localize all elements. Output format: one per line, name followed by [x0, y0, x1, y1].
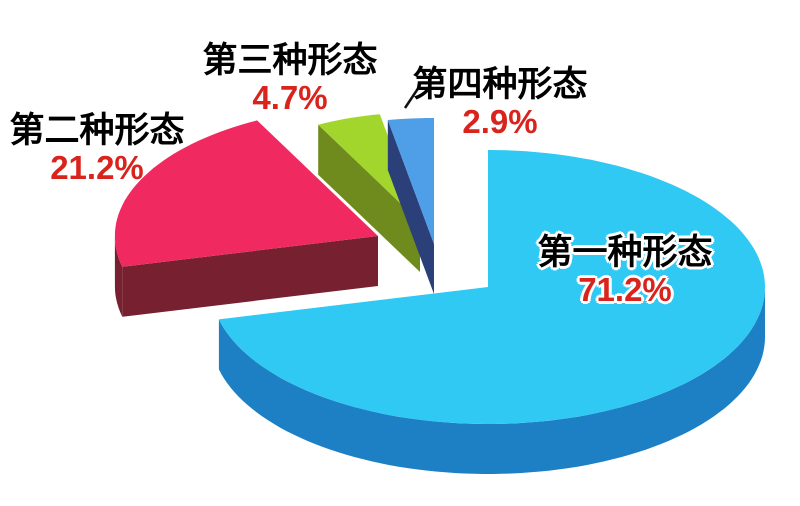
- slice-cut-face-2: [318, 124, 420, 272]
- slice-rim-1: [114, 235, 123, 317]
- slice-cut-face-1: [122, 236, 378, 317]
- slice-top-2: [318, 114, 420, 222]
- slice-cut-face-3: [387, 120, 434, 294]
- slice-top-3: [387, 118, 434, 244]
- slice-top-1: [114, 120, 379, 267]
- slice-rim-0: [218, 286, 765, 474]
- slice-top-0: [218, 150, 765, 424]
- leader-line-fourth-form: [403, 86, 421, 109]
